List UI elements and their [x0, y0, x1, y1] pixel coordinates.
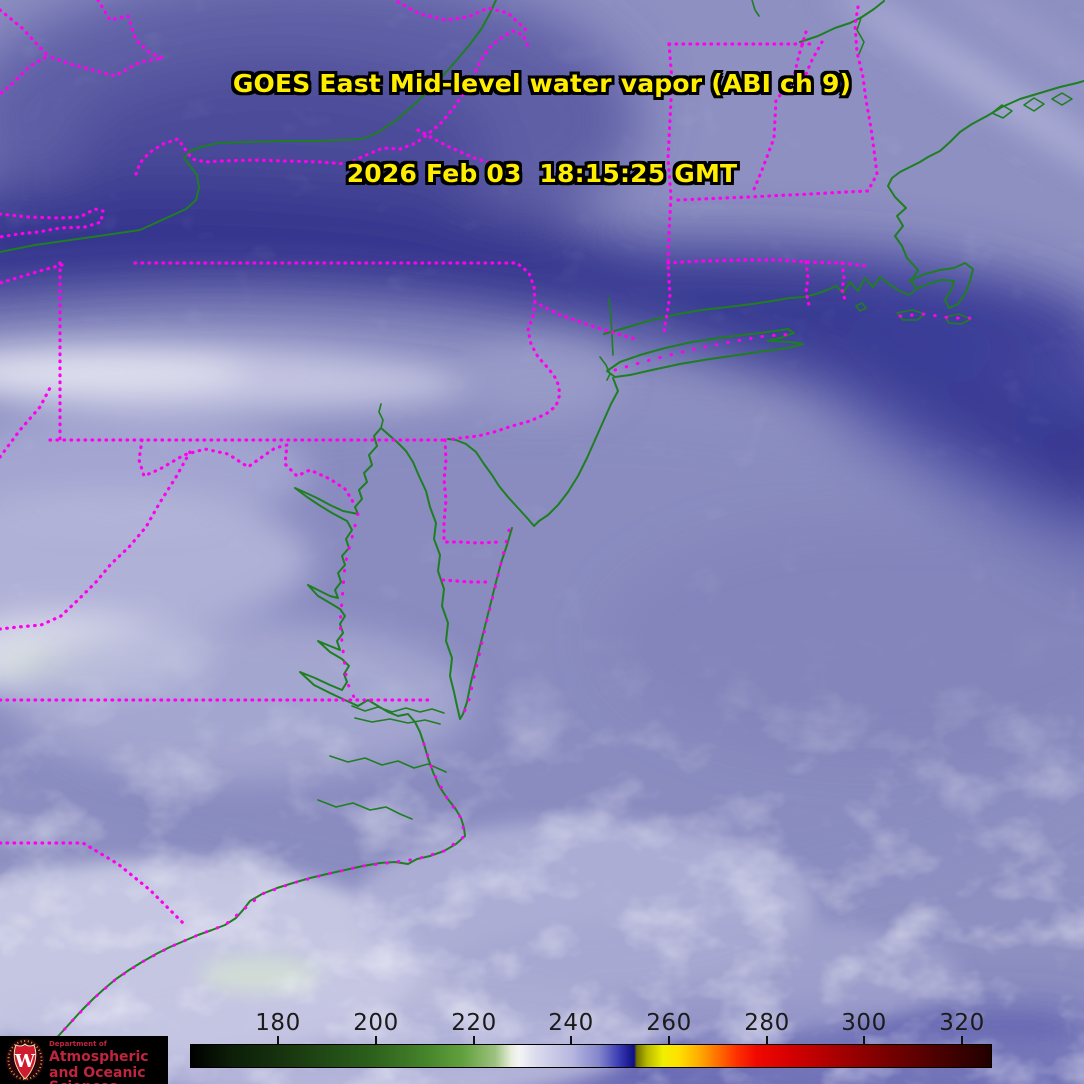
image-title: GOES East Mid-level water vapor (ABI ch …: [0, 9, 1084, 249]
logo-line-2: and Oceanic Sciences: [49, 1065, 146, 1084]
hudson-river: [608, 297, 614, 356]
border-nc-sc: [0, 841, 187, 927]
colorbar-gradient: [190, 1044, 992, 1068]
border-nj-pa-delaware-river: [446, 300, 562, 442]
border-wv-va: [0, 450, 192, 631]
block-island: [855, 302, 867, 312]
logo-dept-line: Department of: [49, 1040, 107, 1048]
colorbar-tick-label: 180: [255, 1010, 301, 1036]
new-jersey-coast-delaware-bay: [447, 377, 619, 527]
marthas-vineyard: [896, 309, 926, 321]
albemarle-sound: [351, 705, 445, 714]
border-st-lawrence-cluster-a: [0, 8, 50, 96]
neuse-river: [317, 799, 413, 820]
page-title: GOES East Mid-level water vapor (ABI ch …: [232, 69, 852, 98]
maine-island-3: [1051, 92, 1073, 106]
colorbar-tick-label: 260: [646, 1010, 692, 1036]
pamlico-river: [329, 755, 447, 773]
cape-cod: [908, 262, 974, 309]
timestamp: 2026 Feb 03 18:15:25 GMT: [346, 159, 738, 188]
colorbar-tick-label: 240: [548, 1010, 594, 1036]
maine-island-2: [1023, 97, 1045, 112]
uw-aos-logo: W Department of Atmospheric and Oceanic …: [0, 1036, 168, 1084]
border-ma-north-nh-me: [676, 5, 879, 202]
maine-island-1: [991, 104, 1013, 119]
colorbar-tick-label: 220: [451, 1010, 497, 1036]
colorbar-tick: [668, 1036, 670, 1044]
long-island: [606, 328, 804, 378]
maine-river: [856, 17, 865, 55]
border-vt-nh: [750, 30, 808, 196]
border-canada-northeast: [798, 40, 824, 88]
border-ri-ma: [840, 261, 847, 302]
nyc-harbor: [599, 356, 611, 381]
colorbar-tick: [766, 1036, 768, 1044]
colorbar-tick: [961, 1036, 963, 1044]
uw-crest-icon: W: [6, 1038, 44, 1082]
border-delmarva-md-va: [441, 578, 492, 584]
colorbar-tick-label: 300: [841, 1010, 887, 1036]
colorbar-tick: [375, 1036, 377, 1044]
albemarle-south-shore: [354, 717, 441, 725]
colorbar-tick: [570, 1036, 572, 1044]
colorbar-tick-label: 200: [353, 1010, 399, 1036]
border-ct-ri: [804, 260, 811, 307]
nantucket: [944, 313, 972, 325]
colorbar-tick: [473, 1036, 475, 1044]
state-borders: [0, 0, 974, 1084]
crest-monogram: W: [14, 1051, 36, 1072]
border-st-lawrence-cluster-b: [46, 0, 165, 78]
coastal-dots-islands: [898, 312, 974, 320]
border-st-lawrence-valley: [416, 128, 519, 174]
coastal-dots-chesapeake: [338, 512, 360, 708]
border-ny-new-england: [662, 42, 674, 335]
colorbar-tick-label: 320: [939, 1010, 985, 1036]
colorbar-tick: [863, 1036, 865, 1044]
border-oh-wv-river-lower: [0, 382, 54, 459]
border-potomac-md-va: [137, 438, 357, 509]
border-lake-ontario-north: [134, 29, 530, 176]
maine-canada-shore: [799, 0, 885, 43]
border-de-md: [442, 438, 502, 545]
colorbar-tick-label: 280: [744, 1010, 790, 1036]
new-england-coast: [603, 80, 1084, 335]
colorbar-tick: [277, 1036, 279, 1044]
border-lake-erie-cluster: [0, 207, 105, 239]
coastal-dots-outer-banks: [10, 742, 467, 1084]
susquehanna-river: [378, 403, 384, 429]
logo-line-1: Atmospheric: [49, 1049, 149, 1065]
great-lakes-shoreline: [0, 0, 497, 253]
lake-champlain: [751, 0, 760, 17]
